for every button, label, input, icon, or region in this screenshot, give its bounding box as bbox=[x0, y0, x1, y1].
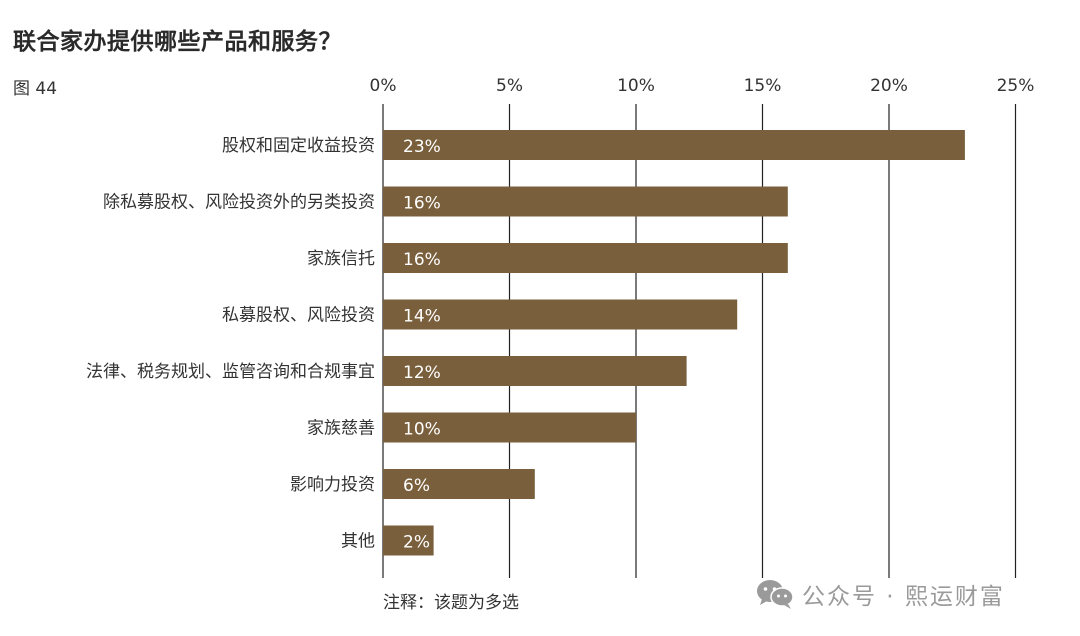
category-label: 影响力投资 bbox=[290, 475, 375, 495]
data-label: 12% bbox=[403, 363, 441, 383]
x-tick-label: 0% bbox=[370, 76, 397, 96]
watermark: 公众号 · 熙运财富 bbox=[756, 577, 1005, 611]
bar bbox=[383, 525, 434, 556]
category-label: 私募股权、风险投资 bbox=[222, 306, 375, 326]
data-label: 16% bbox=[403, 194, 441, 214]
x-tick-label: 25% bbox=[997, 76, 1035, 96]
figure-label: 图 44 bbox=[13, 79, 58, 99]
watermark-text: 公众号 · 熙运财富 bbox=[802, 584, 1005, 610]
x-tick-label: 20% bbox=[870, 76, 908, 96]
category-label: 股权和固定收益投资 bbox=[222, 136, 375, 156]
category-label: 家族慈善 bbox=[307, 419, 375, 439]
bar bbox=[383, 356, 687, 386]
category-label: 法律、税务规划、监管咨询和合规事宜 bbox=[86, 362, 375, 382]
bar bbox=[383, 243, 788, 273]
bar bbox=[383, 412, 636, 443]
bar bbox=[383, 186, 788, 217]
chart-note: 注释：该题为多选 bbox=[383, 593, 519, 613]
data-label: 10% bbox=[403, 420, 441, 440]
bar bbox=[383, 469, 535, 499]
category-label: 除私募股权、风险投资外的另类投资 bbox=[103, 193, 375, 213]
bar bbox=[383, 130, 965, 160]
x-tick-label: 5% bbox=[496, 76, 523, 96]
chart-title: 联合家办提供哪些产品和服务？ bbox=[13, 29, 342, 55]
data-label: 2% bbox=[403, 533, 430, 553]
wechat-icon bbox=[757, 580, 794, 609]
data-label: 14% bbox=[403, 307, 441, 327]
data-label: 6% bbox=[403, 476, 430, 496]
bar bbox=[383, 299, 738, 330]
data-label: 23% bbox=[403, 137, 441, 157]
x-tick-label: 15% bbox=[744, 76, 782, 96]
category-label: 家族信托 bbox=[307, 249, 375, 269]
category-label: 其他 bbox=[341, 532, 375, 552]
x-tick-label: 10% bbox=[617, 76, 655, 96]
data-label: 16% bbox=[403, 250, 441, 270]
